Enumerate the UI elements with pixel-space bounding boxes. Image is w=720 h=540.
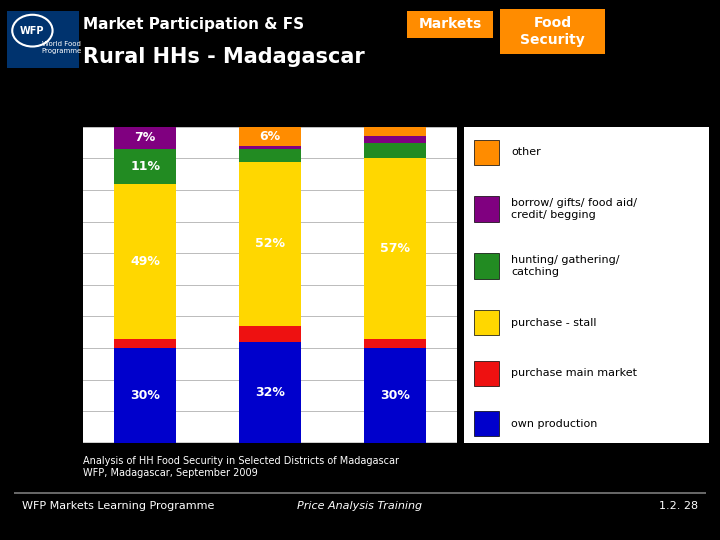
Bar	[239, 127, 301, 146]
Bar	[239, 149, 301, 161]
Text: Markets: Markets	[418, 17, 482, 31]
Text: 52%: 52%	[255, 237, 285, 250]
Text: Analysis of HH Food Security in Selected Districts of Madagascar
WFP, Madagascar: Analysis of HH Food Security in Selected…	[83, 456, 399, 478]
Text: purchase - stall: purchase - stall	[511, 318, 596, 328]
Text: Food
Security: Food Security	[521, 17, 585, 46]
Text: purchase main market: purchase main market	[511, 368, 637, 379]
Bar	[114, 127, 176, 149]
Text: borrow/ gifts/ food aid/
credit/ begging: borrow/ gifts/ food aid/ credit/ begging	[511, 198, 637, 220]
Text: other: other	[511, 147, 541, 157]
Bar	[114, 348, 176, 443]
Text: Price Analysis Training: Price Analysis Training	[297, 501, 423, 511]
Bar	[364, 143, 426, 159]
FancyBboxPatch shape	[474, 197, 499, 221]
Bar	[364, 339, 426, 348]
Bar	[239, 161, 301, 326]
Text: Rural HHs - Madagascar: Rural HHs - Madagascar	[83, 46, 364, 67]
Bar	[364, 137, 426, 143]
Bar	[364, 127, 426, 137]
FancyBboxPatch shape	[474, 310, 499, 335]
Bar	[364, 348, 426, 443]
Text: hunting/ gathering/
catching: hunting/ gathering/ catching	[511, 255, 619, 276]
Text: 1.2. 28: 1.2. 28	[660, 501, 698, 511]
Text: WFP Markets Learning Programme: WFP Markets Learning Programme	[22, 501, 214, 511]
Text: World Food
Programme: World Food Programme	[41, 41, 81, 54]
Text: 30%: 30%	[380, 389, 410, 402]
Text: 30%: 30%	[130, 389, 160, 402]
FancyBboxPatch shape	[474, 361, 499, 386]
Text: 49%: 49%	[130, 255, 160, 268]
Bar	[114, 184, 176, 339]
Text: 6%: 6%	[259, 130, 281, 143]
FancyBboxPatch shape	[474, 411, 499, 436]
Bar	[239, 326, 301, 342]
Text: 11%: 11%	[130, 160, 160, 173]
Text: Market Participation & FS: Market Participation & FS	[83, 17, 304, 32]
Bar	[239, 342, 301, 443]
Text: 32%: 32%	[255, 386, 285, 399]
Text: 57%: 57%	[380, 242, 410, 255]
FancyBboxPatch shape	[474, 253, 499, 279]
Text: own production: own production	[511, 419, 598, 429]
Text: WFP: WFP	[20, 25, 45, 36]
Bar	[114, 339, 176, 348]
Bar	[114, 149, 176, 184]
FancyBboxPatch shape	[474, 139, 499, 165]
Text: 7%: 7%	[135, 131, 156, 145]
Bar	[239, 146, 301, 149]
Bar	[364, 159, 426, 339]
